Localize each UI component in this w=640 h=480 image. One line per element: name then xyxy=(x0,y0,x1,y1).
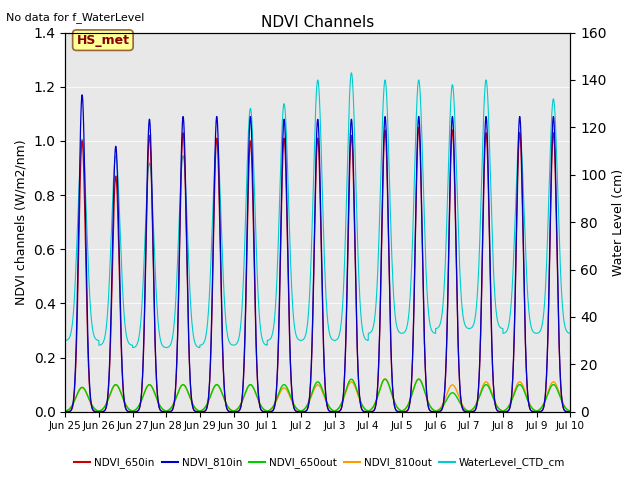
Text: HS_met: HS_met xyxy=(76,34,129,47)
Y-axis label: Water Level (cm): Water Level (cm) xyxy=(612,168,625,276)
Title: NDVI Channels: NDVI Channels xyxy=(261,15,374,30)
Legend: NDVI_650in, NDVI_810in, NDVI_650out, NDVI_810out, WaterLevel_CTD_cm: NDVI_650in, NDVI_810in, NDVI_650out, NDV… xyxy=(70,453,570,472)
Y-axis label: NDVI channels (W/m2/nm): NDVI channels (W/m2/nm) xyxy=(15,139,28,305)
Text: No data for f_WaterLevel: No data for f_WaterLevel xyxy=(6,12,145,23)
